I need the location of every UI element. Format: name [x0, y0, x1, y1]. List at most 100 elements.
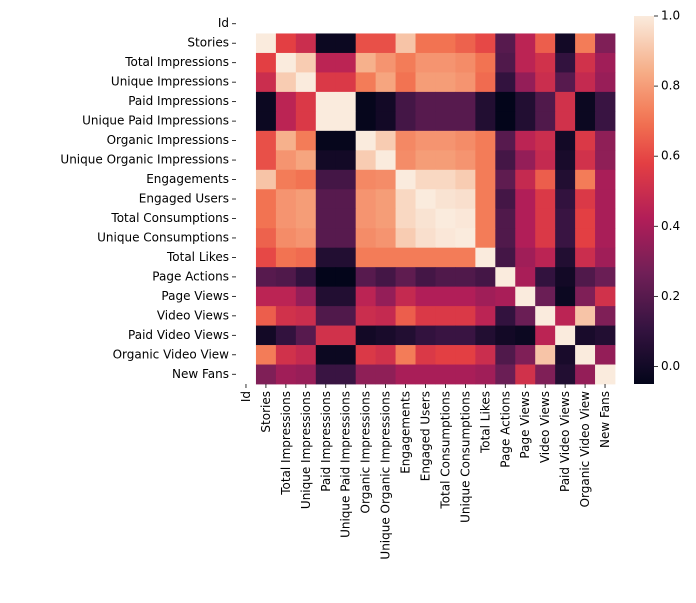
heatmap-cell [395, 111, 416, 132]
x-tick-label: Total Consumptions [438, 391, 452, 510]
heatmap-cell [375, 72, 396, 93]
heatmap-cell [355, 150, 377, 171]
y-tick-label: Video Views [157, 308, 229, 322]
heatmap-cell [535, 364, 556, 385]
heatmap-cell [395, 130, 416, 151]
x-tick-label: New Fans [598, 391, 612, 448]
heatmap-cell [355, 91, 377, 112]
heatmap-cell [495, 33, 516, 54]
heatmap-cell [255, 364, 277, 385]
heatmap-cell [535, 345, 556, 365]
heatmap-cell [315, 72, 337, 93]
heatmap-cell [395, 189, 416, 210]
colorbar-tick-label: 0.8 [661, 79, 680, 93]
heatmap-cell [315, 169, 337, 190]
heatmap-cell [415, 267, 436, 288]
heatmap-cell [455, 91, 476, 112]
heatmap-cell [395, 228, 416, 249]
heatmap-cell [475, 267, 496, 288]
heatmap-cell [495, 72, 516, 93]
heatmap-cell [555, 286, 576, 307]
heatmap-cell [515, 247, 536, 268]
heatmap-cell [295, 247, 317, 268]
heatmap-cell [515, 189, 536, 210]
heatmap-cell [575, 72, 596, 93]
heatmap-cell [355, 228, 377, 249]
heatmap-cell [535, 286, 556, 307]
heatmap-cell [255, 33, 277, 54]
heatmap-cell [335, 364, 357, 385]
heatmap-cell [315, 286, 337, 307]
heatmap-cell [515, 72, 536, 93]
heatmap-cell [535, 169, 556, 190]
heatmap-cell [395, 72, 416, 93]
heatmap-cell [255, 169, 277, 190]
heatmap-cell [515, 286, 536, 307]
heatmap-cell [275, 52, 297, 73]
heatmap-cell [475, 169, 496, 190]
x-tick-label: Unique Organic Impressions [379, 391, 393, 560]
heatmap-cell [495, 150, 516, 171]
heatmap-cell [375, 33, 396, 54]
heatmap-cell [255, 247, 277, 268]
heatmap-cell [415, 169, 436, 190]
heatmap-cell [335, 267, 357, 288]
heatmap-cell [315, 267, 337, 288]
x-tick-label: Organic Video View [578, 391, 592, 508]
heatmap-cell [475, 345, 496, 365]
heatmap-cell [555, 189, 576, 210]
heatmap-cell [555, 228, 576, 249]
heatmap-cell [395, 325, 416, 346]
heatmap-cell [495, 130, 516, 151]
heatmap-cell [355, 189, 377, 210]
heatmap-cell [575, 228, 596, 249]
heatmap-cell [395, 52, 416, 73]
heatmap-cell [335, 306, 357, 326]
heatmap-cell [255, 91, 277, 112]
heatmap-cell [515, 364, 536, 385]
heatmap-cell [275, 325, 297, 346]
x-tick-label: Total Likes [478, 391, 492, 454]
heatmap-cell [415, 325, 436, 346]
y-tick-label: Organic Video View [113, 347, 230, 361]
heatmap-cell [455, 150, 476, 171]
heatmap-cell [415, 306, 436, 326]
heatmap-cell [355, 72, 377, 93]
heatmap-cell [275, 111, 297, 132]
heatmap-cell [355, 286, 377, 307]
heatmap-cell [395, 91, 416, 112]
heatmap-cell [435, 169, 456, 190]
x-tick-label: Total Impressions [279, 391, 293, 496]
heatmap-cell [335, 169, 357, 190]
colorbar-tick-label: 1.0 [661, 9, 680, 23]
heatmap-cell [355, 33, 377, 54]
heatmap-cell [595, 208, 616, 229]
heatmap-cell [355, 364, 377, 385]
heatmap-cell [435, 150, 456, 171]
heatmap-cell [435, 91, 456, 112]
heatmap-cell [435, 130, 456, 151]
heatmap-cell [475, 286, 496, 307]
heatmap-cell [295, 364, 317, 385]
heatmap-cell [535, 325, 556, 346]
heatmap-cell [515, 91, 536, 112]
heatmap-cell [455, 286, 476, 307]
heatmap-cell [315, 208, 337, 229]
x-tick-labels: Id Stories Total Impressions Unique Impress… [239, 384, 612, 560]
heatmap-cell [455, 364, 476, 385]
heatmap-cell [495, 286, 516, 307]
heatmap-cell [275, 189, 297, 210]
heatmap-cell [355, 52, 377, 73]
heatmap-cell [375, 208, 396, 229]
heatmap-cell [355, 111, 377, 132]
heatmap-cell [315, 130, 337, 151]
heatmap-cell [575, 208, 596, 229]
y-tick-label: Page Views [161, 289, 229, 303]
heatmap-cell [495, 189, 516, 210]
heatmap-cell [595, 91, 616, 112]
heatmap-cell [315, 91, 337, 112]
heatmap-cell [495, 169, 516, 190]
heatmap-cell [515, 33, 536, 54]
heatmap-cell [255, 306, 277, 326]
heatmap-cell [455, 267, 476, 288]
